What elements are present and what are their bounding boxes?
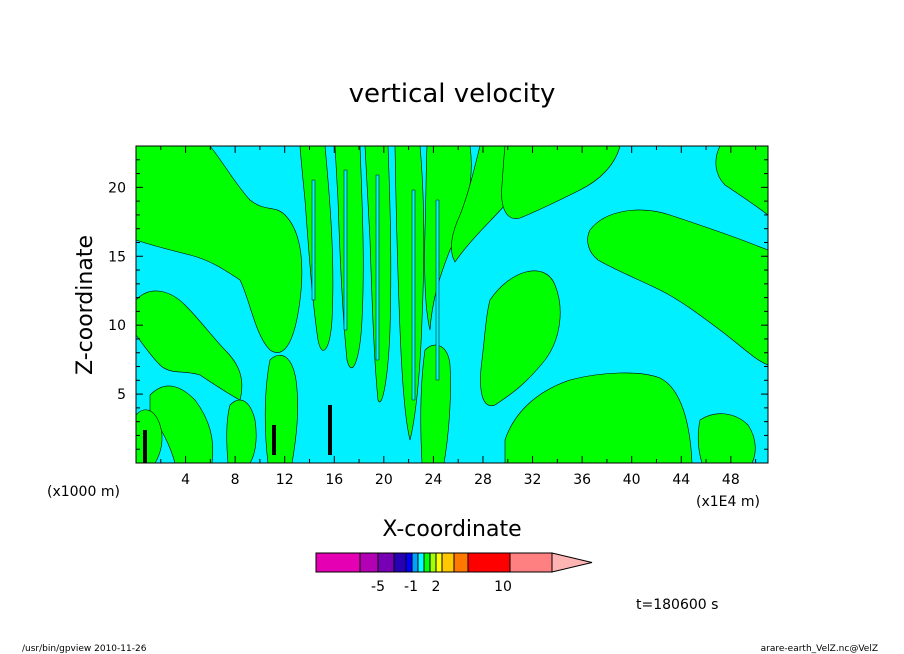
footer-right: arare-earth_VelZ.nc@VelZ [761, 644, 878, 654]
strong-updraft [328, 405, 332, 455]
x-unit-left: (x1000 m) [47, 484, 120, 500]
colorbar-arrow [551, 552, 593, 573]
plot-frame [135, 145, 769, 464]
x-tick-label: 40 [623, 472, 641, 488]
chart-title: vertical velocity [349, 79, 556, 109]
colorbar-cell [453, 552, 469, 573]
colorbar-cell [315, 552, 361, 573]
positive-region [149, 385, 214, 464]
positive-region [697, 413, 756, 464]
y-tick-label: 10 [108, 318, 126, 334]
negative-streak [343, 169, 348, 331]
positive-region [135, 409, 163, 464]
negative-streak [375, 174, 380, 361]
colorbar-cell [467, 552, 511, 573]
x-tick-label: 44 [672, 472, 690, 488]
strong-updraft [272, 425, 276, 455]
colorbar-cell [359, 552, 379, 573]
positive-region [299, 145, 334, 351]
positive-region [587, 209, 769, 366]
colorbar-label: -5 [371, 579, 385, 595]
negative-streak [411, 189, 416, 401]
x-tick-label: 12 [276, 472, 294, 488]
footer-left: /usr/bin/gpview 2010-11-26 [22, 644, 147, 654]
strong-updraft [143, 430, 147, 463]
y-axis: 5 10 15 20 [108, 159, 768, 450]
positive-region [501, 145, 621, 219]
colorbar-label: 10 [494, 579, 512, 595]
positive-region [715, 145, 769, 216]
positive-region [394, 145, 425, 441]
colorbar-cell [417, 552, 425, 573]
x-tick-label: 24 [424, 472, 442, 488]
y-tick-label: 15 [108, 249, 126, 265]
positive-region [334, 145, 364, 369]
positive-region [264, 355, 298, 464]
colorbar-cell [429, 552, 437, 573]
x-tick-label: 16 [325, 472, 343, 488]
colorbar-cell [411, 552, 419, 573]
colorbar-label: 2 [432, 579, 441, 595]
x-tick-label: 28 [474, 472, 492, 488]
x-axis: 4 8 12 16 20 24 28 32 36 40 44 48 [160, 146, 757, 488]
positive-region [420, 344, 451, 464]
x-axis-label: X-coordinate [382, 517, 521, 542]
x-tick-label: 48 [722, 472, 740, 488]
x-tick-label: 20 [375, 472, 393, 488]
negative-streak [435, 199, 440, 381]
y-tick-label: 5 [117, 387, 126, 403]
x-tick-label: 8 [231, 472, 240, 488]
colorbar-cell [509, 552, 553, 573]
positive-region [226, 399, 257, 464]
colorbar [315, 552, 593, 573]
positive-regions [135, 145, 769, 464]
x-tick-label: 36 [573, 472, 591, 488]
plot-area [135, 145, 769, 464]
colorbar-cell [441, 552, 455, 573]
colorbar-cell [377, 552, 395, 573]
y-tick-label: 20 [108, 180, 126, 196]
positive-region [135, 145, 303, 353]
x-tick-label: 4 [181, 472, 190, 488]
colorbar-cell [405, 552, 413, 573]
colorbar-label: -1 [404, 579, 418, 595]
colorbar-labels: -5 -1 2 10 [371, 579, 512, 595]
x-tick-label: 32 [524, 472, 542, 488]
colorbar-cell [393, 552, 407, 573]
colorbar-cell [435, 552, 443, 573]
colorbar-cell [423, 552, 431, 573]
x-unit-right: (x1E4 m) [696, 494, 760, 510]
positive-region [504, 372, 693, 464]
time-label: t=180600 s [636, 597, 718, 613]
negative-streak [311, 179, 316, 301]
y-axis-label: Z-coordinate [73, 235, 98, 375]
positive-region [480, 270, 561, 407]
